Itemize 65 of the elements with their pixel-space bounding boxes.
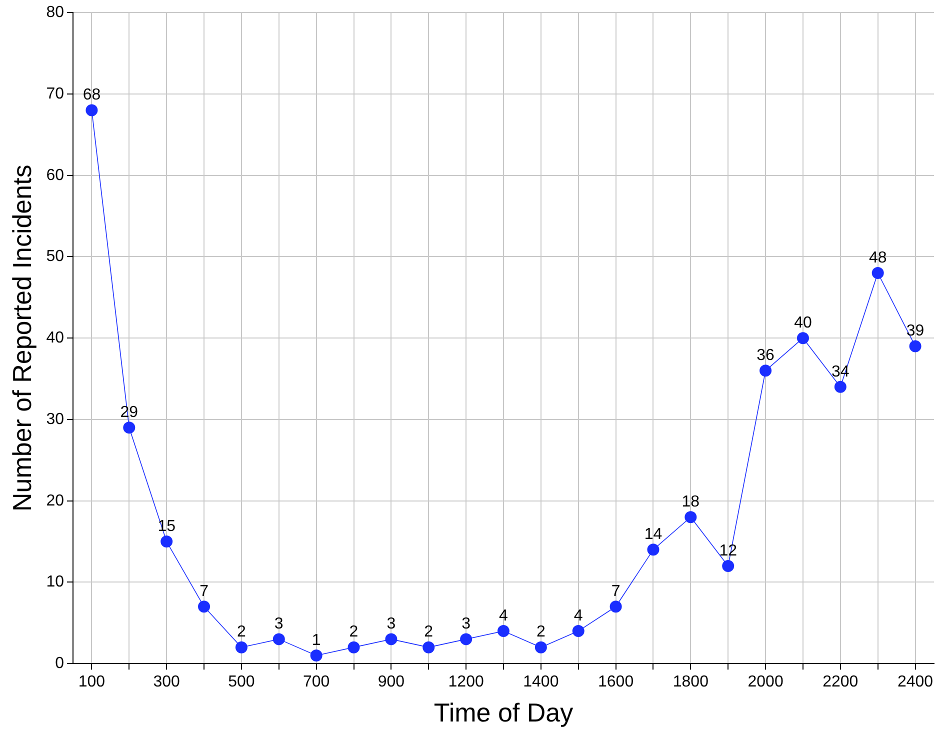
data-label: 40 (794, 314, 812, 332)
y-tick-label: 10 (46, 574, 64, 591)
y-tick-label: 80 (46, 4, 64, 22)
point (796, 332, 809, 344)
point (422, 641, 435, 654)
data-label: 2 (237, 624, 246, 641)
y-tick-label: 60 (46, 166, 64, 184)
x-tick-label: 500 (228, 674, 255, 691)
data-label: 2 (424, 624, 434, 641)
y-tick-label: 70 (46, 85, 64, 102)
x-tick-label: 1400 (523, 674, 559, 691)
data-label: 7 (611, 583, 620, 600)
point (872, 267, 884, 279)
data-label: 2 (349, 624, 358, 641)
data-label: 48 (868, 249, 887, 266)
point (760, 364, 772, 377)
data-label: 18 (682, 494, 700, 511)
point (235, 641, 248, 654)
data-label: 2 (536, 624, 546, 641)
x-tick-label: 2400 (897, 674, 934, 691)
data-label: 14 (644, 526, 662, 544)
y-tick-label: 0 (55, 655, 64, 672)
point (123, 422, 136, 434)
data-label: 4 (574, 607, 583, 624)
y-axis-title: Number of Reported Incidents (6, 164, 37, 512)
x-tick-label: 1200 (448, 674, 484, 691)
data-label: 36 (756, 347, 775, 364)
point (198, 600, 210, 613)
x-tick-label: 900 (378, 674, 405, 691)
y-tick-label: 30 (46, 410, 64, 428)
point (86, 104, 98, 116)
point (572, 625, 584, 638)
data-label: 3 (386, 616, 396, 633)
x-tick-label: 300 (153, 674, 180, 691)
point (684, 511, 697, 524)
point (460, 633, 472, 646)
data-label: 68 (82, 86, 101, 104)
x-tick-label: 1600 (598, 674, 634, 691)
data-label: 1 (312, 632, 321, 649)
x-tick-label: 2200 (822, 674, 858, 691)
point (610, 600, 622, 613)
x-tick-label: 1800 (672, 674, 709, 691)
data-label: 7 (200, 583, 209, 600)
point (310, 649, 322, 662)
point (272, 633, 285, 646)
point (534, 641, 547, 654)
point (647, 544, 660, 556)
x-tick-label: 2000 (748, 674, 784, 691)
y-tick-label: 50 (46, 248, 64, 266)
data-label: 3 (462, 616, 471, 633)
point (909, 340, 922, 352)
x-axis-title: Time of Day (434, 698, 574, 728)
x-tick-label: 100 (78, 674, 106, 691)
y-tick-label: 20 (46, 492, 64, 510)
point (160, 536, 173, 548)
x-tick-label: 700 (302, 674, 330, 691)
data-label: 4 (499, 607, 508, 624)
point (385, 633, 398, 646)
point (498, 625, 510, 638)
point (722, 560, 734, 572)
point (834, 380, 846, 393)
data-label: 39 (906, 322, 924, 340)
y-tick-label: 40 (46, 330, 64, 347)
point (348, 641, 360, 654)
data-label: 3 (274, 616, 284, 633)
